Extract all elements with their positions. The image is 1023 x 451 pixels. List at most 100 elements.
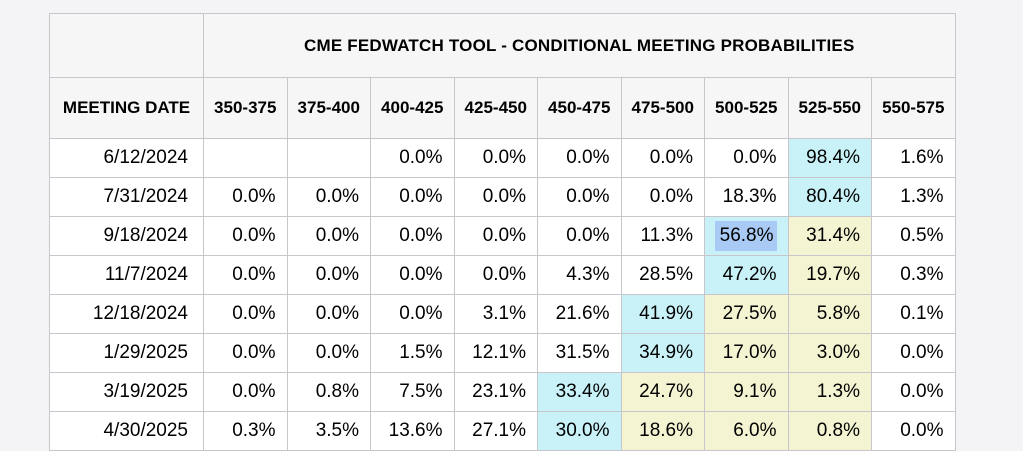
probability-cell: 7.5%	[370, 372, 455, 412]
probability-cell: 5.8%	[787, 294, 872, 334]
probability-cell: 98.4%	[787, 138, 872, 178]
probability-cell: 80.4%	[787, 177, 872, 217]
probability-cell: 0.0%	[286, 294, 371, 334]
table-row: 6/12/2024 0.0% 0.0% 0.0% 0.0% 0.0% 98.4% 1.6%	[49, 138, 956, 178]
probability-cell: 21.6%	[537, 294, 622, 334]
probability-cell: 4.3%	[537, 255, 622, 295]
probability-cell: 0.1%	[871, 294, 956, 334]
probability-cell: 3.1%	[453, 294, 538, 334]
probability-cell: 18.6%	[620, 411, 705, 451]
probability-cell: 24.7%	[620, 372, 705, 412]
probability-cell: 0.3%	[871, 255, 956, 295]
probability-cell: 0.0%	[537, 138, 622, 178]
probability-cell: 0.0%	[453, 138, 538, 178]
probability-cell: 0.0%	[370, 177, 455, 217]
meeting-date-header: MEETING DATE	[49, 77, 204, 139]
probability-cell: 11.3%	[620, 216, 705, 256]
meeting-date-cell: 1/29/2025	[49, 333, 204, 373]
table-body: 6/12/2024 0.0% 0.0% 0.0% 0.0% 0.0% 98.4% 1.6% 7/…	[49, 138, 956, 451]
rate-bin-header: 500-525	[704, 77, 789, 139]
column-header-row: MEETING DATE 350-375 375-400 400-425 425-45…	[49, 77, 956, 139]
rate-bin-header: 350-375	[203, 77, 288, 139]
probability-cell: 0.3%	[203, 411, 288, 451]
probability-cell: 0.0%	[203, 177, 288, 217]
rate-bin-header: 550-575	[871, 77, 956, 139]
table-row: 9/18/2024 0.0% 0.0% 0.0% 0.0% 0.0% 11.3% 56.8% 3…	[49, 216, 956, 256]
probability-cell: 0.0%	[537, 216, 622, 256]
probability-cell: 30.0%	[537, 411, 622, 451]
probability-cell: 0.0%	[704, 138, 789, 178]
probability-cell: 1.3%	[787, 372, 872, 412]
corner-cell	[49, 13, 204, 78]
probability-cell: 0.5%	[871, 216, 956, 256]
title-row: CME FEDWATCH TOOL - CONDITIONAL MEETING …	[49, 13, 956, 78]
probability-cell: 0.0%	[871, 372, 956, 412]
probability-cell: 0.0%	[203, 333, 288, 373]
probability-cell: 0.0%	[203, 255, 288, 295]
rate-bin-header: 525-550	[787, 77, 872, 139]
probability-cell: 9.1%	[704, 372, 789, 412]
probability-cell: 0.0%	[620, 138, 705, 178]
rate-bin-header: 475-500	[620, 77, 705, 139]
probability-cell: 31.5%	[537, 333, 622, 373]
probability-cell: 3.0%	[787, 333, 872, 373]
probability-cell: 0.0%	[453, 216, 538, 256]
probability-cell: 0.0%	[620, 177, 705, 217]
probability-cell: 0.0%	[453, 255, 538, 295]
probability-cell: 0.0%	[203, 294, 288, 334]
probability-cell: 0.8%	[286, 372, 371, 412]
probability-cell: 0.0%	[537, 177, 622, 217]
rate-bin-header: 375-400	[286, 77, 371, 139]
probability-cell: 28.5%	[620, 255, 705, 295]
probability-cell: 23.1%	[453, 372, 538, 412]
probability-cell: 0.0%	[370, 255, 455, 295]
probability-cell: 0.0%	[286, 255, 371, 295]
rate-bin-header: 425-450	[453, 77, 538, 139]
probability-cell: 18.3%	[704, 177, 789, 217]
table-row: 7/31/2024 0.0% 0.0% 0.0% 0.0% 0.0% 0.0% 18.3% 80…	[49, 177, 956, 217]
probability-cell: 0.0%	[370, 138, 455, 178]
probability-cell: 1.6%	[871, 138, 956, 178]
probability-cell: 56.8%	[704, 216, 789, 256]
probability-cell: 12.1%	[453, 333, 538, 373]
probability-cell: 0.0%	[203, 372, 288, 412]
probability-cell: 0.0%	[370, 294, 455, 334]
probability-cell	[286, 138, 371, 178]
probability-cell: 0.0%	[370, 216, 455, 256]
probability-cell: 33.4%	[537, 372, 622, 412]
meeting-date-cell: 11/7/2024	[49, 255, 204, 295]
table-row: 11/7/2024 0.0% 0.0% 0.0% 0.0% 4.3% 28.5% 47.2% 1…	[49, 255, 956, 295]
probability-cell: 0.0%	[871, 411, 956, 451]
probability-cell	[203, 138, 288, 178]
probability-cell: 0.0%	[203, 216, 288, 256]
probability-cell: 31.4%	[787, 216, 872, 256]
selected-text: 56.8%	[714, 221, 777, 251]
meeting-date-cell: 4/30/2025	[49, 411, 204, 451]
table-title: CME FEDWATCH TOOL - CONDITIONAL MEETING …	[203, 13, 956, 78]
meeting-date-cell: 12/18/2024	[49, 294, 204, 334]
probability-cell: 19.7%	[787, 255, 872, 295]
probability-cell: 3.5%	[286, 411, 371, 451]
probability-cell: 0.0%	[453, 177, 538, 217]
table-row: 3/19/2025 0.0% 0.8% 7.5% 23.1% 33.4% 24.7% 9.1%…	[49, 372, 956, 412]
table-row: 1/29/2025 0.0% 0.0% 1.5% 12.1% 31.5% 34.9% 17.0…	[49, 333, 956, 373]
meeting-date-cell: 9/18/2024	[49, 216, 204, 256]
fedwatch-table-container: CME FEDWATCH TOOL - CONDITIONAL MEETING …	[49, 13, 956, 451]
probability-cell: 47.2%	[704, 255, 789, 295]
probability-cell: 0.0%	[286, 216, 371, 256]
probability-cell: 0.0%	[871, 333, 956, 373]
probability-cell: 1.3%	[871, 177, 956, 217]
probability-cell: 0.0%	[286, 333, 371, 373]
meeting-date-cell: 7/31/2024	[49, 177, 204, 217]
table-row: 12/18/2024 0.0% 0.0% 0.0% 3.1% 21.6% 41.9% 27.5…	[49, 294, 956, 334]
probability-cell: 6.0%	[704, 411, 789, 451]
rate-bin-header: 400-425	[370, 77, 455, 139]
probability-cell: 41.9%	[620, 294, 705, 334]
probability-cell: 0.8%	[787, 411, 872, 451]
meeting-date-cell: 6/12/2024	[49, 138, 204, 178]
probability-cell: 27.1%	[453, 411, 538, 451]
probability-cell: 1.5%	[370, 333, 455, 373]
probability-cell: 27.5%	[704, 294, 789, 334]
fedwatch-table: CME FEDWATCH TOOL - CONDITIONAL MEETING …	[49, 13, 956, 451]
rate-bin-header: 450-475	[537, 77, 622, 139]
